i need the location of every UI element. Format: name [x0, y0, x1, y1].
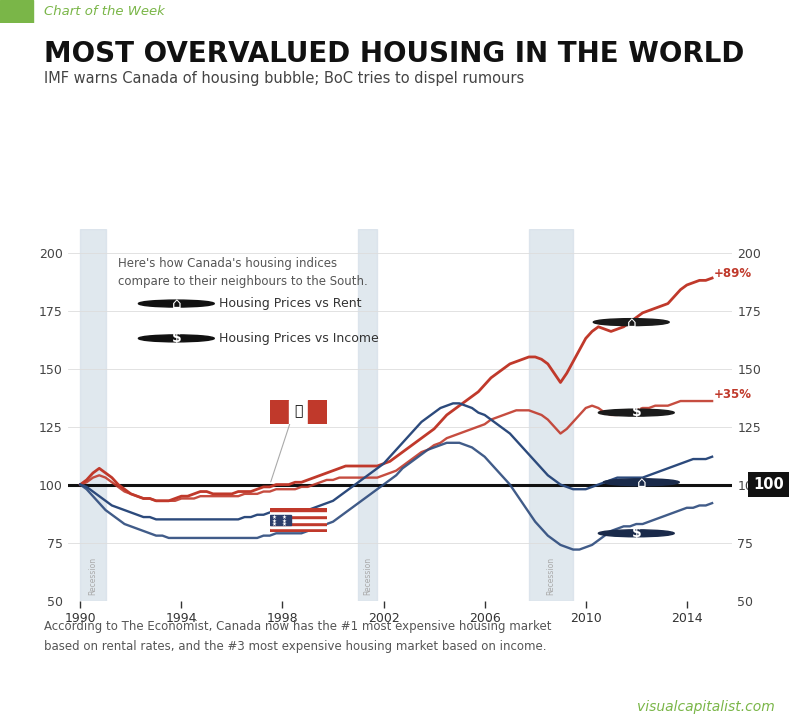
Text: ⌂: ⌂ [637, 475, 646, 490]
Text: ⌂: ⌂ [626, 314, 636, 330]
Circle shape [603, 479, 679, 486]
Text: ⌂: ⌂ [171, 296, 181, 311]
Text: 100: 100 [753, 477, 784, 492]
Text: Chart of the Week: Chart of the Week [44, 5, 165, 18]
Text: Recession: Recession [363, 557, 373, 595]
Circle shape [139, 300, 214, 307]
Text: ☁: ☁ [732, 678, 768, 712]
Bar [358, 229, 377, 601]
Bar [529, 229, 573, 601]
Text: $: $ [631, 526, 641, 540]
Circle shape [139, 335, 214, 342]
Circle shape [599, 530, 674, 537]
Text: Housing Prices vs Income: Housing Prices vs Income [219, 332, 379, 345]
Text: Recession: Recession [88, 557, 97, 595]
Bar [0, 0, 33, 23]
Text: According to The Economist, Canada now has the #1 most expensive housing market
: According to The Economist, Canada now h… [44, 620, 552, 653]
Text: Here's how Canada's housing indices
compare to their neighbours to the South.: Here's how Canada's housing indices comp… [118, 257, 368, 288]
Circle shape [599, 409, 674, 416]
Text: $: $ [631, 405, 641, 419]
Text: Housing Prices vs Rent: Housing Prices vs Rent [219, 297, 362, 310]
Text: +35%: +35% [713, 387, 751, 400]
Text: visualcapitalist.com: visualcapitalist.com [637, 700, 775, 714]
Circle shape [593, 319, 669, 325]
Text: $: $ [171, 331, 181, 345]
Text: IMF warns Canada of housing bubble; BoC tries to dispel rumours: IMF warns Canada of housing bubble; BoC … [44, 71, 524, 86]
Text: MOST OVERVALUED HOUSING IN THE WORLD: MOST OVERVALUED HOUSING IN THE WORLD [44, 40, 744, 68]
Text: +89%: +89% [713, 267, 751, 280]
Bar [80, 229, 106, 601]
Text: Recession: Recession [547, 557, 556, 595]
